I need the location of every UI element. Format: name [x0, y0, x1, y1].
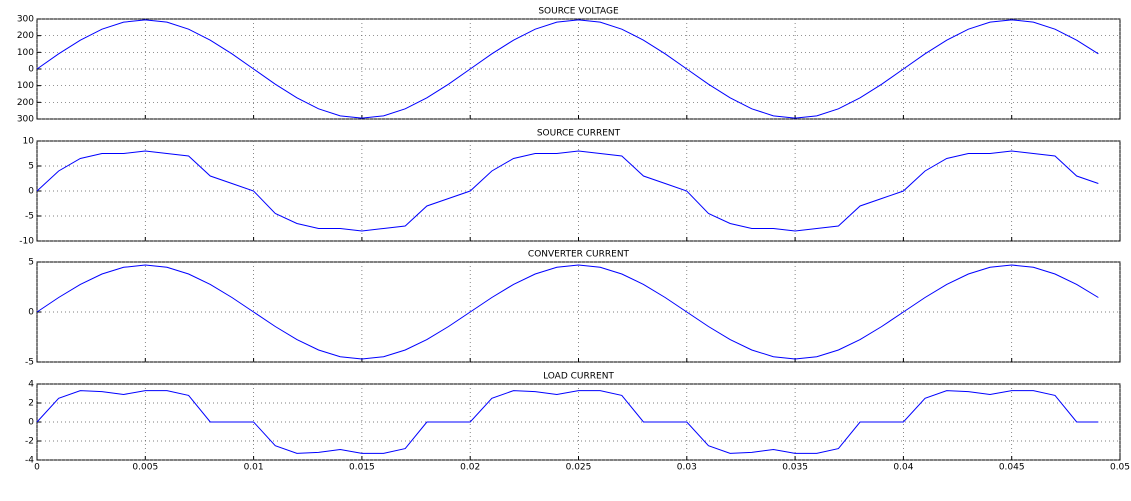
y-tick-label: 2 — [28, 399, 34, 409]
x-tick-label: 0.03 — [677, 463, 697, 473]
chart-title: SOURCE VOLTAGE — [538, 7, 619, 17]
chart-title: SOURCE CURRENT — [537, 129, 621, 139]
y-tick-label: -5 — [25, 358, 34, 368]
x-tick-label: 0.025 — [566, 463, 592, 473]
y-tick-label: 300 — [17, 15, 34, 25]
y-tick-label: 300 — [17, 115, 34, 125]
y-tick-label: -10 — [19, 237, 34, 247]
x-tick-label: 0.045 — [999, 463, 1025, 473]
y-tick-label: 200 — [17, 31, 34, 41]
y-tick-label: 0 — [28, 187, 34, 197]
y-tick-label: -4 — [25, 456, 34, 466]
line — [36, 390, 1099, 454]
chart-title: CONVERTER CURRENT — [528, 250, 630, 260]
y-tick-label: -5 — [25, 212, 34, 222]
x-tick-label: 0.01 — [244, 463, 264, 473]
y-tick-label: 5 — [28, 258, 34, 268]
x-tick-label: 0.04 — [893, 463, 913, 473]
x-tick-label: 0.05 — [1110, 463, 1130, 473]
line — [36, 150, 1099, 232]
x-tick-label: 0.035 — [782, 463, 808, 473]
line — [36, 264, 1099, 360]
y-tick-label: 0 — [28, 418, 34, 428]
y-tick-label: 100 — [17, 81, 34, 91]
y-tick-label: 200 — [17, 98, 34, 108]
y-tick-label: 100 — [17, 48, 34, 58]
x-tick-label: 0.015 — [349, 463, 375, 473]
chart-title: LOAD CURRENT — [543, 372, 614, 382]
x-tick-label: 0 — [34, 463, 40, 473]
y-tick-label: -2 — [25, 437, 34, 447]
line — [36, 19, 1099, 119]
y-tick-label: 0 — [28, 65, 34, 75]
y-tick-label: 0 — [28, 308, 34, 318]
y-tick-label: 10 — [23, 137, 35, 147]
y-tick-label: 4 — [28, 380, 34, 390]
y-tick-label: 5 — [28, 162, 34, 172]
x-tick-label: 0.02 — [460, 463, 480, 473]
x-tick-label: 0.005 — [132, 463, 158, 473]
